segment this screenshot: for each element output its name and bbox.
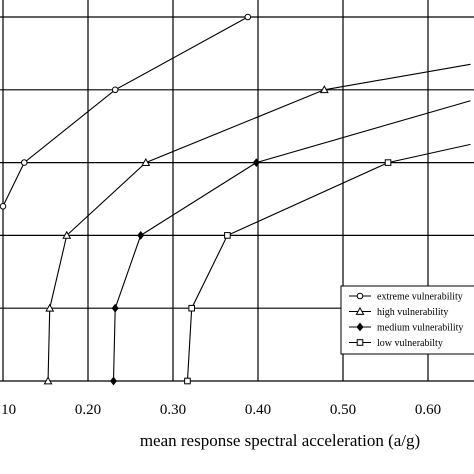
marker-circle — [20, 159, 28, 166]
marker-square — [356, 339, 364, 346]
x-tick-label: 0.50 — [330, 402, 356, 418]
marker-triangle — [62, 230, 72, 239]
legend-label: medium vulnerability — [377, 323, 463, 334]
legend: extreme vulnerability high vulnerability m… — [340, 285, 474, 355]
marker-diamond — [111, 303, 119, 313]
series-diamond — [109, 100, 471, 386]
marker-circle — [111, 86, 119, 94]
legend-label: high vulnerability — [377, 307, 448, 318]
x-axis-title: mean response spectral acceleration (a/g… — [140, 431, 420, 450]
x-tick-label: 0.60 — [415, 402, 441, 418]
x-tick-label: 0.30 — [160, 402, 186, 418]
axis-layer: 0.10 0.20 0.30 0.40 0.50 0.60 — [0, 402, 441, 418]
series-line — [47, 63, 471, 382]
legend-label: low vulnerabilty — [377, 338, 443, 349]
series-triangle — [43, 63, 471, 385]
x-tick-label: 0.10 — [0, 402, 16, 418]
marker-square — [184, 377, 191, 385]
marker-diamond — [109, 376, 118, 386]
marker-diamond — [356, 322, 364, 332]
marker-circle — [244, 13, 252, 21]
x-tick-label: 0.20 — [75, 402, 101, 418]
marker-circle — [0, 202, 7, 210]
marker-triangle — [43, 376, 53, 385]
grid-layer — [0, 0, 474, 382]
marker-triangle — [319, 85, 329, 94]
marker-triangle — [45, 303, 55, 312]
marker-triangle — [141, 157, 151, 166]
series-circle — [0, 13, 252, 210]
series-square — [184, 143, 471, 385]
marker-diamond — [137, 230, 145, 240]
marker-square — [384, 159, 392, 166]
series-layer — [0, 13, 471, 386]
marker-circle — [356, 292, 364, 300]
x-tick-label: 0.40 — [245, 402, 271, 418]
marker-square — [188, 304, 195, 312]
legend-label: extreme vulnerability — [377, 292, 463, 303]
marker-triangle — [355, 306, 365, 315]
marker-square — [224, 232, 231, 239]
marker-diamond — [252, 158, 260, 168]
series-line — [2, 16, 249, 207]
